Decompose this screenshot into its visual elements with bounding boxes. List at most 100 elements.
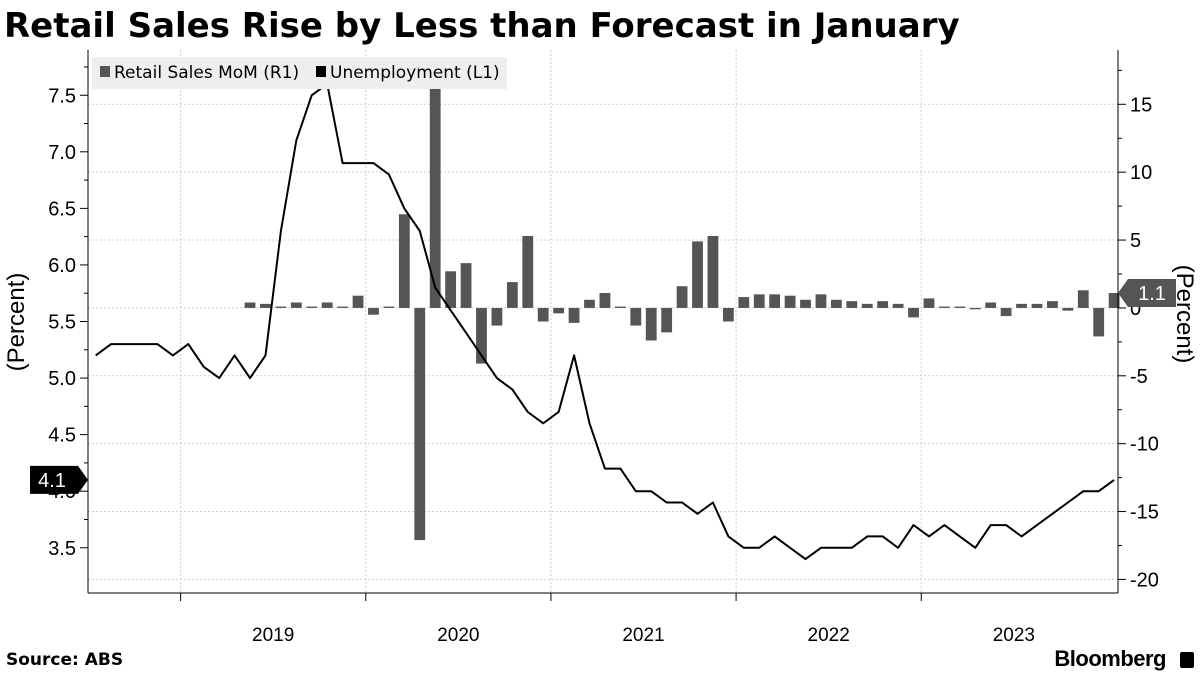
legend-label-unemployment: Unemployment (L1)	[330, 63, 500, 83]
axes	[80, 50, 1126, 601]
retail-sales-bar	[722, 307, 734, 322]
right-tick-label: -10	[1130, 434, 1159, 456]
retail-sales-bar	[985, 302, 997, 308]
retail-sales-bar	[260, 303, 271, 308]
left-tick-label: 7.0	[48, 142, 76, 164]
legend-label-retail-sales: Retail Sales MoM (R1)	[114, 63, 299, 83]
retail-sales-bar	[1077, 290, 1089, 308]
axis-labels: 201920202021202220233.54.04.55.05.56.06.…	[3, 85, 1198, 646]
retail-sales-bar	[738, 297, 750, 308]
retail-sales-bar	[1000, 307, 1012, 317]
retail-sales-bar	[244, 302, 256, 308]
retail-sales-bar	[846, 301, 858, 308]
retail-sales-bar	[769, 294, 781, 308]
retail-sales-bar	[537, 307, 549, 322]
retail-sales-bar	[954, 306, 966, 308]
retail-sales-bar	[830, 299, 842, 308]
retail-sales-bar	[584, 299, 595, 308]
retail-sales-bar	[553, 307, 565, 314]
right-tick-label: 0	[1130, 298, 1141, 320]
x-tick-label: 2022	[808, 625, 850, 646]
retail-sales-bar	[568, 307, 580, 323]
left-tick-label: 5.0	[48, 368, 76, 390]
retail-sales-bar	[1047, 301, 1058, 308]
retail-sales-bar	[337, 306, 349, 308]
retail-sales-bar	[383, 306, 395, 308]
retail-sales-bar	[275, 306, 287, 308]
retail-sales-bar	[1031, 303, 1043, 308]
retail-sales-bar	[1108, 292, 1120, 308]
x-tick-label: 2023	[993, 625, 1035, 646]
retail-sales-bar	[460, 263, 472, 308]
retail-sales-bar	[306, 306, 318, 308]
bar-series-retail-sales	[244, 88, 1120, 541]
retail-sales-bar	[414, 307, 426, 541]
retail-sales-bar	[661, 307, 673, 333]
retail-sales-bar	[522, 235, 534, 308]
retail-sales-bar	[892, 303, 904, 308]
right-tick-label: 10	[1130, 162, 1152, 184]
retail-sales-bar	[476, 307, 487, 364]
left-tick-label: 5.5	[48, 312, 76, 334]
retail-sales-bar	[939, 306, 950, 308]
callout-right-badge	[1118, 278, 1176, 307]
retail-sales-bar	[923, 298, 935, 308]
retail-sales-bar	[290, 302, 302, 308]
gridlines	[88, 50, 1118, 593]
retail-sales-bar	[1093, 307, 1105, 337]
left-tick-label: 3.5	[48, 538, 76, 560]
x-tick-label: 2019	[252, 625, 294, 646]
source-note: Source: ABS	[6, 650, 124, 670]
left-tick-label: 7.5	[48, 85, 76, 107]
line-series-unemployment	[95, 82, 1115, 561]
retail-sales-bar	[321, 302, 333, 308]
left-tick-label: 6.5	[48, 198, 76, 220]
retail-sales-bar	[908, 307, 919, 318]
retail-sales-bar	[368, 307, 379, 315]
chart-title: Retail Sales Rise by Less than Forecast …	[4, 6, 960, 46]
callout-right-value: 1.1	[1138, 283, 1166, 305]
retail-sales-bar	[1062, 307, 1074, 311]
retail-sales-bar	[506, 282, 518, 308]
retail-sales-bar	[707, 235, 719, 308]
retail-sales-bar	[429, 88, 441, 308]
retail-sales-bar	[445, 271, 457, 308]
x-tick-label: 2020	[437, 625, 479, 646]
retail-sales-bar	[645, 307, 657, 341]
retail-sales-bar	[753, 294, 765, 308]
right-tick-label: -15	[1130, 502, 1159, 524]
retail-sales-bar	[800, 299, 811, 308]
value-callouts: 4.1 1.1	[30, 278, 1176, 494]
retail-sales-bar	[630, 307, 642, 326]
left-tick-label: 6.0	[48, 255, 76, 277]
callout-left-value: 4.1	[38, 470, 66, 492]
retail-sales-bar	[877, 301, 889, 308]
legend-swatch-unemployment	[316, 66, 326, 77]
right-tick-label: 15	[1130, 94, 1152, 116]
right-tick-label: -20	[1130, 569, 1159, 591]
bloomberg-terminal-icon	[1180, 652, 1194, 668]
retail-sales-bar	[815, 294, 827, 308]
right-tick-label: -5	[1130, 366, 1148, 388]
retail-sales-bar	[599, 292, 611, 308]
left-axis-title: (Percent)	[3, 273, 30, 372]
x-tick-label: 2021	[622, 625, 664, 646]
retail-sales-bar	[784, 295, 796, 308]
legend: Retail Sales MoM (R1) Unemployment (L1)	[92, 57, 507, 89]
retail-sales-bar	[614, 306, 626, 308]
retail-sales-bar	[969, 307, 981, 310]
retail-sales-bar	[1016, 303, 1027, 308]
right-tick-label: 5	[1130, 230, 1141, 252]
retail-sales-bar	[861, 303, 873, 308]
retail-sales-bar	[352, 295, 364, 308]
retail-sales-bar	[676, 286, 688, 308]
legend-swatch-retail-sales	[100, 66, 110, 77]
brand-logo-text: Bloomberg	[1054, 646, 1166, 671]
retail-sales-bar	[692, 241, 703, 308]
callout-left-badge	[30, 465, 88, 494]
legend-background	[92, 57, 507, 89]
retail-sales-bar	[491, 307, 503, 326]
retail-sales-bar	[398, 214, 410, 308]
left-tick-label: 4.5	[48, 425, 76, 447]
